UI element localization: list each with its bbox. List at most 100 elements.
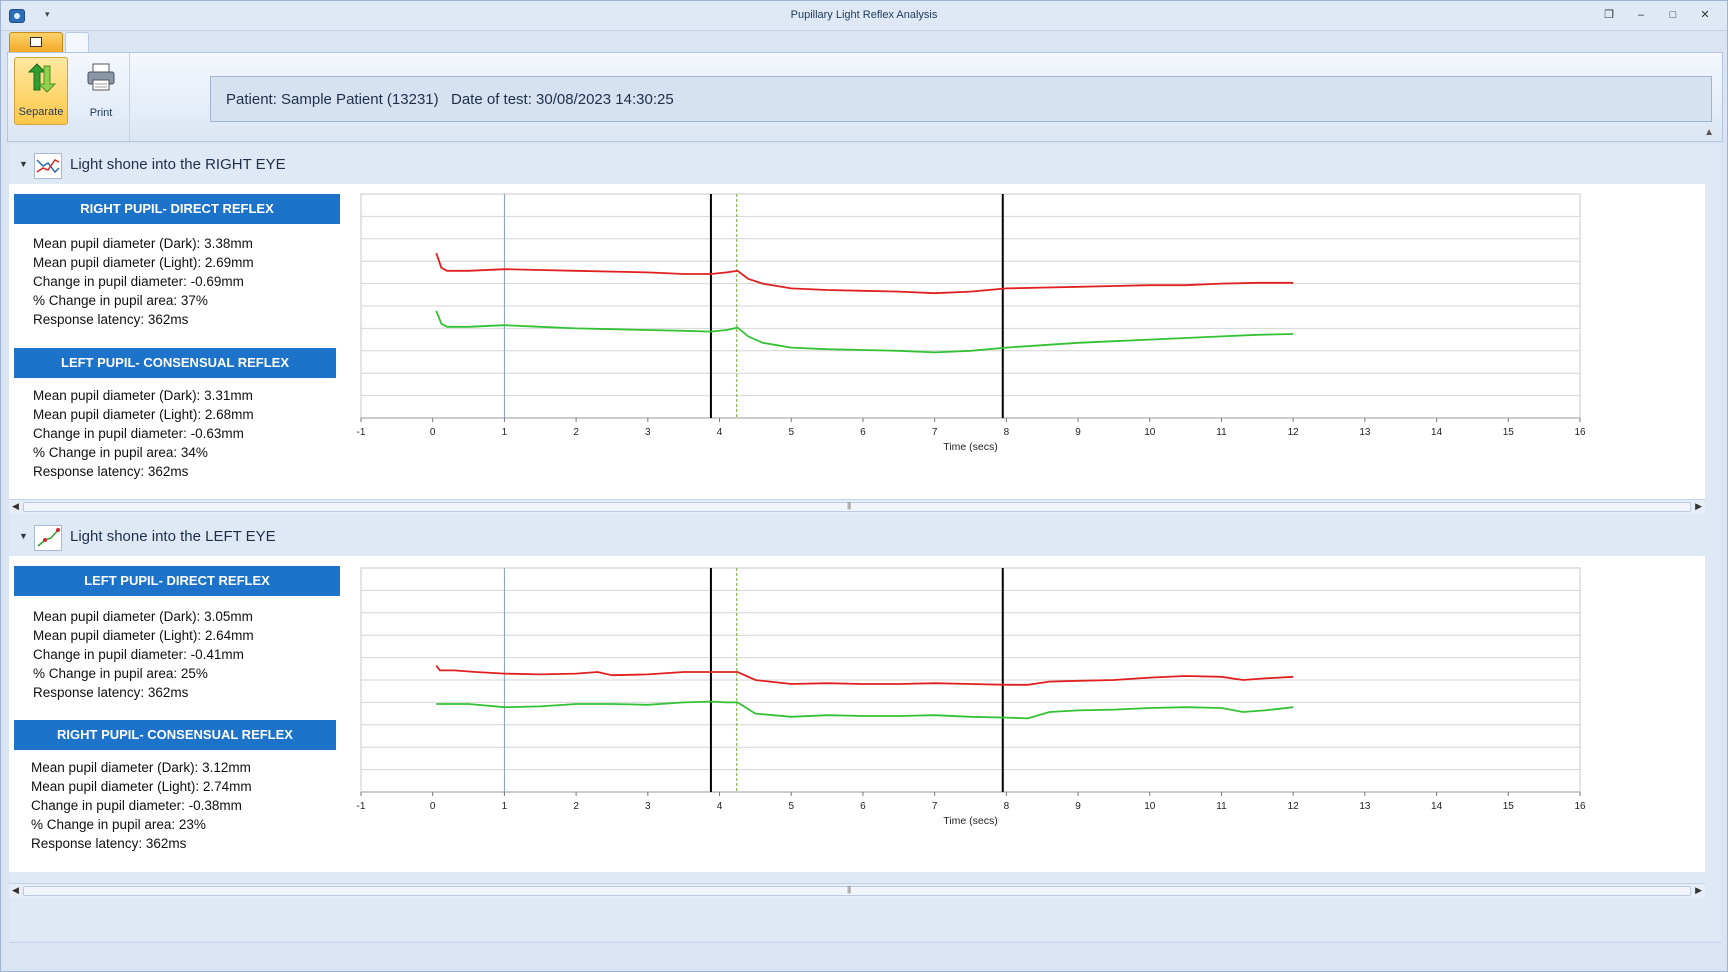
ribbon-separator (129, 53, 130, 141)
stats-block: RIGHT PUPIL- DIRECT REFLEX Mean pupil di… (14, 194, 340, 329)
section-header-right-eye[interactable]: ▼ Light shone into the RIGHT EYE (9, 146, 1705, 184)
window-title: Pupillary Light Reflex Analysis (790, 9, 938, 21)
stat-area: % Change in pupil area: 34% (33, 445, 208, 460)
collapse-ribbon-icon[interactable]: ▲ (1704, 127, 1714, 138)
x-tick-label: 5 (788, 427, 794, 438)
horizontal-scrollbar[interactable]: ◀ ||| ▶ (9, 883, 1705, 898)
x-tick-label: 0 (430, 427, 436, 438)
separate-button[interactable]: Separate (14, 57, 68, 125)
x-tick-label: 15 (1503, 427, 1515, 438)
print-button[interactable]: Print (74, 57, 128, 125)
collapse-caret-icon[interactable]: ▼ (19, 159, 28, 169)
scroll-right-icon[interactable]: ▶ (1695, 501, 1702, 511)
stat-area: % Change in pupil area: 37% (33, 293, 208, 308)
scroll-track[interactable] (23, 502, 1691, 512)
close-icon[interactable]: ✕ (1700, 9, 1710, 21)
x-tick-label: 2 (573, 427, 579, 438)
ribbon: Separate Print Patient: Sample Patient (… (7, 52, 1723, 142)
x-tick-label: -1 (357, 427, 366, 438)
section-header-left-eye[interactable]: ▼ Light shone into the LEFT EYE (9, 518, 1705, 556)
stat-change: Change in pupil diameter: -0.38mm (31, 798, 242, 813)
title-bar: ▾ Pupillary Light Reflex Analysis ❒ – □ … (1, 1, 1727, 31)
stat-dark: Mean pupil diameter (Dark): 3.05mm (33, 609, 253, 624)
separate-label: Separate (18, 106, 64, 118)
stat-area: % Change in pupil area: 25% (33, 666, 208, 681)
x-tick-label: 14 (1431, 801, 1443, 812)
x-tick-label: 4 (717, 427, 723, 438)
x-tick-label: 1 (502, 427, 508, 438)
scroll-grip-icon[interactable]: ||| (847, 885, 851, 894)
stats-title: RIGHT PUPIL- CONSENSUAL REFLEX (14, 720, 336, 750)
x-tick-label: 7 (932, 427, 938, 438)
x-tick-label: 11 (1216, 801, 1227, 812)
x-tick-label: 0 (430, 801, 436, 812)
vertical-scrollbar[interactable] (1707, 146, 1719, 936)
stat-change: Change in pupil diameter: -0.63mm (33, 426, 244, 441)
horizontal-scrollbar[interactable]: ◀ ||| ▶ (9, 499, 1705, 514)
test-date: Date of test: 30/08/2023 14:30:25 (451, 91, 674, 108)
x-tick-label: 2 (573, 801, 579, 812)
stats-title: LEFT PUPIL- CONSENSUAL REFLEX (14, 348, 336, 378)
red-pupil-trace (435, 252, 1294, 295)
x-tick-label: 13 (1359, 427, 1371, 438)
stats-lines: Mean pupil diameter (Dark): 3.12mm Mean … (14, 750, 336, 853)
app-menu-button[interactable] (9, 32, 63, 53)
stat-light: Mean pupil diameter (Light): 2.68mm (33, 407, 254, 422)
x-tick-label: 12 (1288, 801, 1300, 812)
printer-icon (87, 63, 115, 91)
x-tick-label: -1 (357, 801, 366, 812)
stats-title: RIGHT PUPIL- DIRECT REFLEX (14, 194, 340, 224)
section-title: Light shone into the RIGHT EYE (70, 156, 286, 173)
x-tick-label: 4 (717, 801, 723, 812)
x-tick-label: 7 (932, 801, 938, 812)
status-bar (9, 942, 1721, 968)
right-eye-panel: RIGHT PUPIL- DIRECT REFLEX Mean pupil di… (9, 184, 1705, 499)
collapse-caret-icon[interactable]: ▼ (19, 531, 28, 541)
stat-latency: Response latency: 362ms (33, 685, 189, 700)
stats-title: LEFT PUPIL- DIRECT REFLEX (14, 566, 340, 596)
quick-access-dropdown-icon[interactable]: ▾ (45, 9, 50, 19)
separate-arrows-icon (27, 63, 57, 93)
scroll-track[interactable] (23, 886, 1691, 896)
x-tick-label: 3 (645, 801, 651, 812)
x-tick-label: 13 (1359, 801, 1371, 812)
stats-lines: Mean pupil diameter (Dark): 3.31mm Mean … (14, 378, 336, 481)
x-tick-label: 8 (1004, 427, 1010, 438)
x-tick-label: 5 (788, 801, 794, 812)
scroll-right-icon[interactable]: ▶ (1695, 885, 1702, 895)
stat-latency: Response latency: 362ms (31, 836, 187, 851)
pupil-chart: -1 0 1 2 3 4 5 6 7 8 9 10 11 12 13 14 15 16 Time (secs) (352, 566, 1705, 866)
x-axis-label: Time (secs) (943, 815, 997, 827)
x-tick-label: 16 (1574, 801, 1586, 812)
stat-latency: Response latency: 362ms (33, 464, 189, 479)
stats-lines: Mean pupil diameter (Dark): 3.05mm Mean … (14, 596, 340, 702)
stats-block: LEFT PUPIL- CONSENSUAL REFLEX Mean pupil… (14, 348, 336, 481)
x-tick-label: 3 (645, 427, 651, 438)
stat-change: Change in pupil diameter: -0.41mm (33, 647, 244, 662)
x-tick-label: 15 (1503, 801, 1515, 812)
left-eye-panel: LEFT PUPIL- DIRECT REFLEX Mean pupil dia… (9, 556, 1705, 872)
stat-latency: Response latency: 362ms (33, 312, 189, 327)
maximize-icon[interactable]: □ (1669, 9, 1677, 21)
minimize-icon[interactable]: – (1637, 9, 1645, 21)
x-tick-label: 10 (1144, 427, 1156, 438)
stat-dark: Mean pupil diameter (Dark): 3.31mm (33, 388, 253, 403)
stat-area: % Change in pupil area: 23% (31, 817, 206, 832)
scroll-grip-icon[interactable]: ||| (847, 501, 851, 510)
patient-info-box: Patient: Sample Patient (13231) Date of … (210, 76, 1712, 122)
app-icon[interactable] (9, 9, 25, 23)
ribbon-tab-home[interactable] (65, 32, 89, 53)
x-tick-label: 9 (1075, 801, 1081, 812)
restore-icon[interactable]: ❒ (1604, 9, 1614, 21)
scroll-left-icon[interactable]: ◀ (12, 501, 19, 511)
results-area: ▼ Light shone into the RIGHT EYE RIGHT P… (9, 144, 1721, 940)
scroll-left-icon[interactable]: ◀ (12, 885, 19, 895)
x-tick-label: 11 (1216, 427, 1227, 438)
stat-light: Mean pupil diameter (Light): 2.64mm (33, 628, 254, 643)
pupil-chart: -1 0 1 2 3 4 5 6 7 8 9 10 11 12 13 14 15 16 Time (secs) (352, 192, 1705, 492)
patient-name: Patient: Sample Patient (13231) (226, 91, 439, 108)
x-tick-label: 6 (860, 427, 866, 438)
